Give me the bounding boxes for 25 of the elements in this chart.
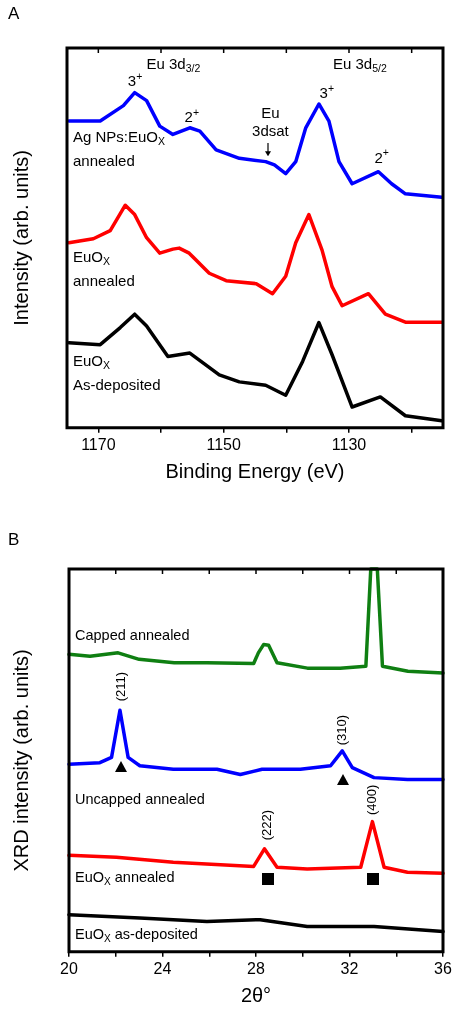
x-tick-label: 36 xyxy=(434,959,452,977)
y-axis-title: XRD intensity (arb. units) xyxy=(9,649,32,872)
x-tick-label: 32 xyxy=(340,959,359,977)
x-tick-label: 1130 xyxy=(331,435,367,453)
x-axis-title: Binding Energy (eV) xyxy=(165,459,345,482)
x-tick-label: 1150 xyxy=(206,435,241,453)
annotation: (310) xyxy=(334,714,350,746)
chart-title: A xyxy=(8,3,20,23)
x-tick-label: 20 xyxy=(60,959,78,977)
annotation: (222) xyxy=(259,809,275,841)
annotation: Eu 3dsat xyxy=(252,104,290,140)
annotation: 2+ xyxy=(184,105,200,126)
y-axis-title: Intensity (arb. units) xyxy=(9,150,32,326)
annotation: (400) xyxy=(364,784,380,815)
annotation: 3+ xyxy=(319,81,335,102)
text: 3+ xyxy=(127,69,143,90)
x-axis-title: 2θ° xyxy=(240,983,272,1006)
x-tick-label: 28 xyxy=(247,959,265,977)
x-tick-label: 24 xyxy=(153,959,172,977)
series-label: Capped annealed xyxy=(75,627,190,644)
annotation: 2+ xyxy=(374,146,389,166)
x-tick-label: 1170 xyxy=(81,435,116,453)
annotation: (211) xyxy=(112,671,128,702)
series-label: Uncapped annealed xyxy=(75,791,205,808)
chart-title: B xyxy=(8,529,20,549)
